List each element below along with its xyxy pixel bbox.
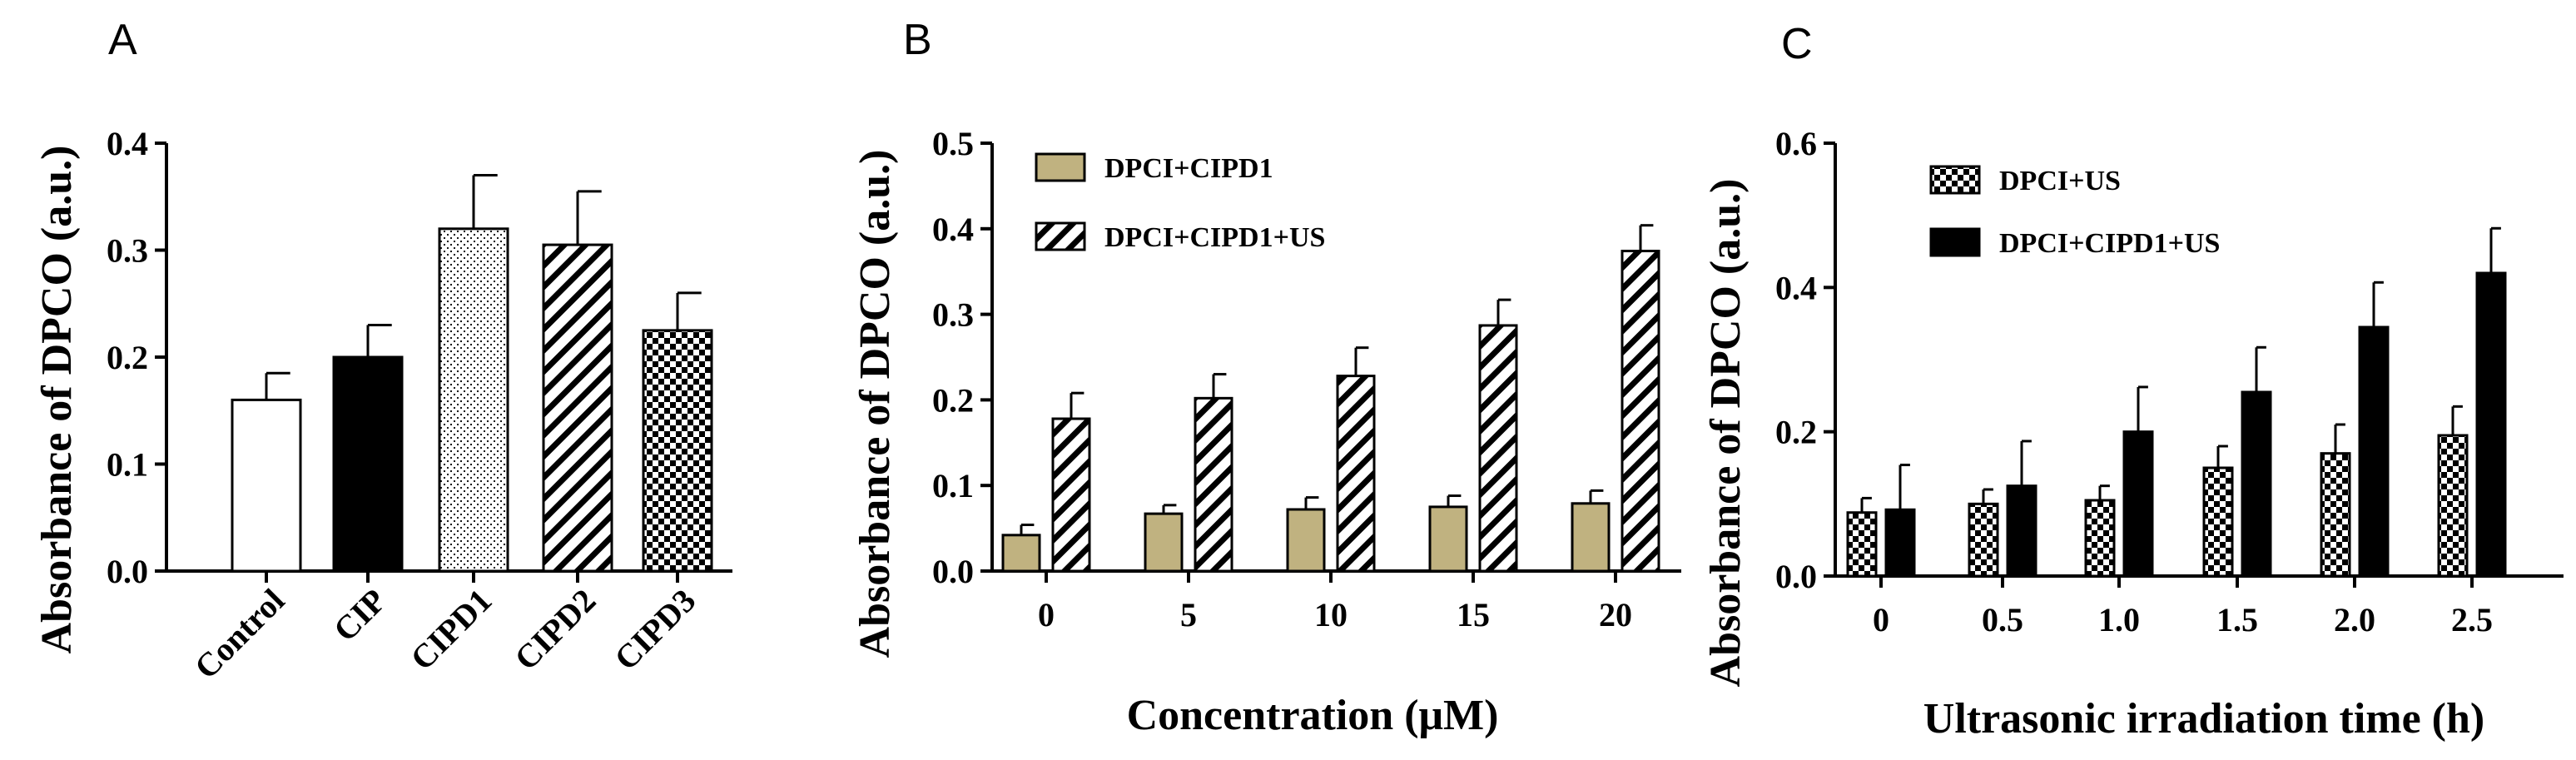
panel-letter: C [1781, 20, 1813, 68]
panel-letter: B [903, 16, 932, 64]
bar-series-2 [1621, 250, 1660, 573]
y-tick-label: 0.0 [107, 553, 148, 590]
y-tick-label: 0.5 [932, 125, 974, 162]
legend-label: DPCI+CIPD1 [1104, 153, 1273, 184]
y-tick-label: 0.1 [107, 446, 148, 484]
bar-series-1 [1286, 508, 1326, 573]
bar [231, 398, 302, 573]
legend-label: DPCI+US [1999, 166, 2121, 196]
bar-series-2 [2358, 325, 2390, 578]
bar-series-1 [1428, 505, 1468, 573]
y-tick-label: 0.2 [107, 339, 148, 376]
y-tick-label: 0.0 [932, 553, 974, 590]
bar-series-1 [1571, 502, 1611, 573]
legend-label: DPCI+CIPD1+US [1104, 222, 1325, 253]
bar-series-2 [1336, 375, 1376, 573]
bar-series-2 [2122, 430, 2154, 578]
panel-a-chart: A Absorbance of DPCO (a.u.) 0.0 0.1 0.2 0.3 0.… [33, 16, 732, 686]
x-tick-label: 5 [1180, 596, 1197, 633]
bar-series-2 [2475, 271, 2507, 578]
panel-letter: A [108, 16, 137, 64]
bar-series-1 [2202, 466, 2234, 578]
bar-series-1 [2084, 499, 2116, 578]
y-tick-label: 0.1 [932, 467, 974, 504]
legend-swatch [1035, 152, 1086, 182]
y-tick-label: 0.3 [932, 296, 974, 334]
y-axis-label: Absorbance of DPCO (a.u.) [33, 146, 81, 654]
panel-b-chart: B Absorbance of DPCO (a.u.) Concentration … [851, 16, 1681, 739]
bar-series-1 [1144, 512, 1184, 573]
bar [642, 329, 713, 573]
x-tick-label: 20 [1599, 596, 1632, 633]
bar-series-2 [2241, 390, 2272, 578]
bar-series-2 [2006, 484, 2037, 578]
legend-swatch [1929, 165, 1981, 195]
panel-c-chart: C Absorbance of DPCO (a.u.) Ultrasonic irr… [1702, 20, 2564, 743]
y-tick-label: 0.2 [932, 381, 974, 419]
y-tick-label: 0.6 [1775, 125, 1817, 162]
x-tick-label: CIPD1 [403, 582, 499, 678]
x-tick-label: 10 [1314, 596, 1348, 633]
legend-swatch [1929, 227, 1981, 257]
x-axis-label: Concentration (μM) [1127, 692, 1499, 739]
legend-swatch [1035, 221, 1086, 251]
x-tick-label: 0 [1038, 596, 1055, 633]
x-tick-label: 2.5 [2451, 601, 2493, 638]
legend-label: DPCI+CIPD1+US [1999, 228, 2220, 259]
x-tick-label: CIPD2 [507, 582, 603, 678]
bar-series-2 [1051, 417, 1091, 573]
y-tick-label: 0.2 [1775, 414, 1817, 451]
bar-series-1 [1968, 502, 1999, 578]
bar-series-1 [1846, 511, 1878, 578]
bar-series-1 [1001, 534, 1041, 573]
x-tick-label: 0.5 [1982, 601, 2023, 638]
bar-series-2 [1478, 324, 1518, 573]
x-tick-label: 2.0 [2334, 601, 2375, 638]
bar [438, 227, 509, 573]
bar-series-1 [2437, 434, 2469, 578]
bar-series-2 [1194, 396, 1233, 573]
x-tick-label: 1.0 [2098, 601, 2140, 638]
y-tick-label: 0.4 [107, 125, 148, 162]
bar-series-2 [1884, 508, 1916, 578]
bar [332, 355, 404, 573]
y-axis-label: Absorbance of DPCO (a.u.) [851, 150, 899, 658]
x-tick-label: 0 [1873, 601, 1889, 638]
x-axis-label: Ultrasonic irradiation time (h) [1923, 695, 2484, 743]
y-tick-label: 0.0 [1775, 558, 1817, 595]
y-tick-label: 0.4 [932, 211, 974, 248]
y-tick-label: 0.4 [1775, 269, 1817, 306]
x-tick-label: 1.5 [2216, 601, 2258, 638]
x-tick-label: CIP [326, 582, 394, 649]
y-tick-label: 0.3 [107, 232, 148, 270]
x-tick-label: 15 [1457, 596, 1490, 633]
bar [542, 243, 613, 573]
bar-series-1 [2320, 452, 2351, 578]
y-axis-label: Absorbance of DPCO (a.u.) [1702, 179, 1750, 688]
x-tick-label: CIPD3 [607, 582, 702, 678]
x-tick-label: Control [187, 582, 292, 687]
